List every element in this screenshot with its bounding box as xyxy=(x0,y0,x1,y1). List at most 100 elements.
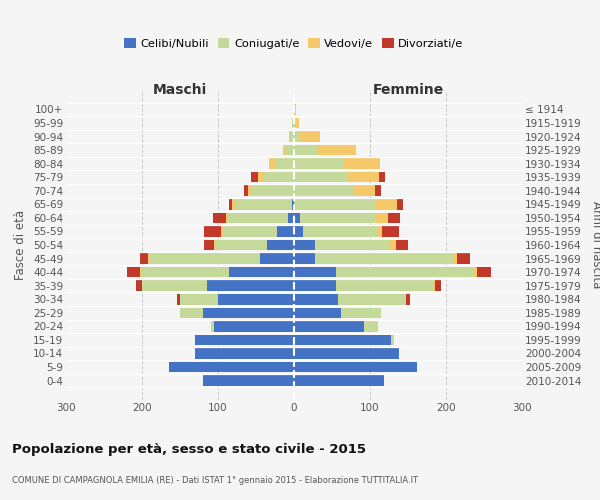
Bar xyxy=(142,280,206,291)
Bar xyxy=(294,158,343,169)
Bar xyxy=(296,118,299,128)
Bar xyxy=(294,280,336,291)
Bar xyxy=(223,226,277,236)
Bar xyxy=(221,226,223,236)
Bar xyxy=(257,172,263,182)
Bar xyxy=(434,280,440,291)
Bar xyxy=(286,145,294,156)
Bar xyxy=(406,294,410,304)
Text: Maschi: Maschi xyxy=(153,83,207,97)
Bar xyxy=(376,199,397,209)
Bar xyxy=(180,308,203,318)
Bar xyxy=(289,131,290,142)
Bar xyxy=(474,267,477,278)
Legend: Celibi/Nubili, Coniugati/e, Vedovi/e, Divorziati/e: Celibi/Nubili, Coniugati/e, Vedovi/e, Di… xyxy=(120,34,468,54)
Bar xyxy=(294,321,364,332)
Bar xyxy=(374,186,380,196)
Bar xyxy=(140,254,148,264)
Bar xyxy=(232,199,235,209)
Bar xyxy=(364,321,377,332)
Bar xyxy=(203,240,214,250)
Bar xyxy=(336,267,474,278)
Bar xyxy=(294,104,296,115)
Bar xyxy=(294,118,296,128)
Bar xyxy=(377,226,382,236)
Bar xyxy=(149,254,260,264)
Bar xyxy=(457,254,470,264)
Bar xyxy=(338,294,405,304)
Bar xyxy=(226,212,227,223)
Bar xyxy=(294,362,417,372)
Bar xyxy=(405,294,406,304)
Bar xyxy=(229,267,294,278)
Bar xyxy=(292,199,294,209)
Bar xyxy=(315,240,390,250)
Bar xyxy=(374,212,388,223)
Bar xyxy=(288,212,294,223)
Bar xyxy=(140,267,142,278)
Bar xyxy=(347,172,379,182)
Bar xyxy=(343,158,380,169)
Bar xyxy=(294,145,317,156)
Bar xyxy=(235,199,292,209)
Bar xyxy=(251,172,257,182)
Bar xyxy=(388,212,400,223)
Bar xyxy=(294,267,336,278)
Bar xyxy=(218,294,294,304)
Bar xyxy=(315,254,454,264)
Bar xyxy=(294,240,315,250)
Bar xyxy=(341,308,380,318)
Bar xyxy=(263,172,294,182)
Bar xyxy=(396,240,408,250)
Bar xyxy=(195,334,294,345)
Bar xyxy=(127,267,140,278)
Bar xyxy=(269,158,275,169)
Bar xyxy=(248,186,252,196)
Bar xyxy=(299,131,320,142)
Bar xyxy=(294,172,347,182)
Bar xyxy=(206,280,294,291)
Bar xyxy=(303,226,377,236)
Bar xyxy=(454,254,457,264)
Bar xyxy=(136,280,142,291)
Bar xyxy=(294,199,376,209)
Bar xyxy=(294,212,300,223)
Bar xyxy=(214,212,226,223)
Text: Popolazione per età, sesso e stato civile - 2015: Popolazione per età, sesso e stato civil… xyxy=(12,442,366,456)
Y-axis label: Fasce di età: Fasce di età xyxy=(14,210,28,280)
Bar xyxy=(391,334,394,345)
Bar xyxy=(244,186,248,196)
Bar xyxy=(180,294,218,304)
Bar xyxy=(283,145,286,156)
Bar xyxy=(169,362,294,372)
Bar xyxy=(142,267,229,278)
Bar xyxy=(397,199,403,209)
Bar xyxy=(317,145,356,156)
Bar xyxy=(353,186,374,196)
Bar xyxy=(148,254,149,264)
Bar xyxy=(300,212,374,223)
Bar xyxy=(227,212,288,223)
Text: COMUNE DI CAMPAGNOLA EMILIA (RE) - Dati ISTAT 1° gennaio 2015 - Elaborazione TUT: COMUNE DI CAMPAGNOLA EMILIA (RE) - Dati … xyxy=(12,476,418,485)
Bar xyxy=(294,254,315,264)
Bar xyxy=(214,321,294,332)
Bar xyxy=(433,280,434,291)
Text: Femmine: Femmine xyxy=(373,83,443,97)
Bar xyxy=(252,186,294,196)
Bar xyxy=(205,226,221,236)
Y-axis label: Anni di nascita: Anni di nascita xyxy=(590,202,600,288)
Bar xyxy=(294,348,399,359)
Bar xyxy=(290,131,294,142)
Bar xyxy=(294,308,341,318)
Bar xyxy=(203,376,294,386)
Bar xyxy=(390,240,396,250)
Bar xyxy=(211,321,214,332)
Bar xyxy=(294,226,303,236)
Bar xyxy=(177,294,180,304)
Bar xyxy=(294,294,338,304)
Bar xyxy=(216,240,268,250)
Bar xyxy=(203,308,294,318)
Bar xyxy=(336,280,433,291)
Bar xyxy=(477,267,491,278)
Bar xyxy=(277,226,294,236)
